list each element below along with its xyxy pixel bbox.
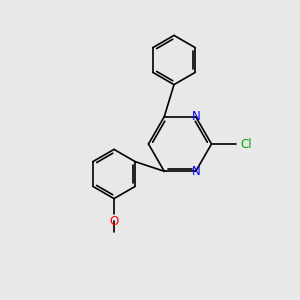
Text: Cl: Cl	[241, 137, 252, 151]
Text: N: N	[192, 165, 201, 178]
Text: O: O	[110, 215, 118, 228]
Text: N: N	[192, 110, 201, 123]
